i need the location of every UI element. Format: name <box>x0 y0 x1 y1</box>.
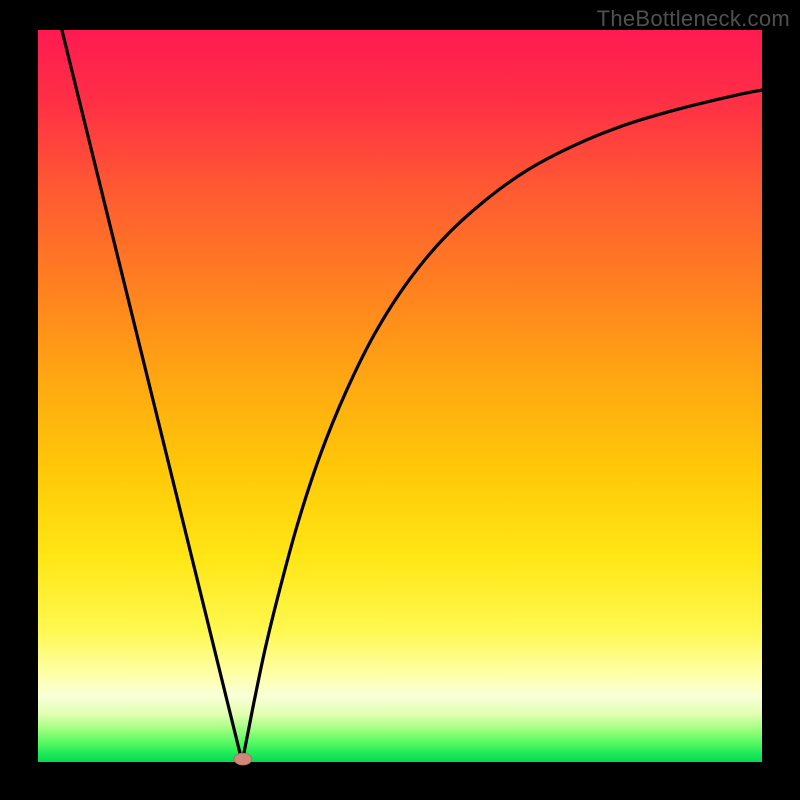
minimum-marker <box>234 753 252 765</box>
plot-area <box>38 30 762 762</box>
bottleneck-curve <box>38 30 762 762</box>
watermark-text: TheBottleneck.com <box>597 6 790 32</box>
